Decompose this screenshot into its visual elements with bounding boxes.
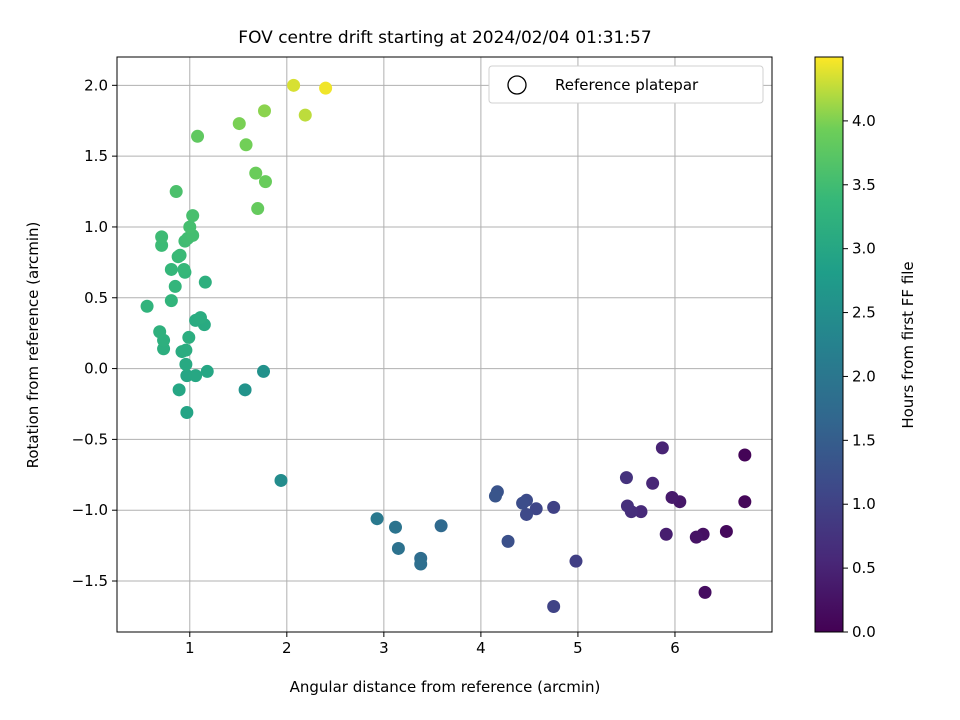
data-point bbox=[251, 202, 265, 216]
data-point bbox=[319, 81, 333, 95]
colorbar-label: Hours from first FF file bbox=[899, 261, 917, 428]
data-point bbox=[738, 495, 752, 509]
data-point bbox=[140, 299, 154, 313]
grid-lines bbox=[117, 57, 772, 632]
plot-frame bbox=[116, 56, 773, 633]
x-axis-ticks: 1 2 3 4 5 6 bbox=[185, 632, 680, 657]
data-point bbox=[370, 512, 384, 526]
data-point bbox=[689, 530, 703, 544]
colorbar-tick-label: 2.5 bbox=[852, 304, 876, 322]
data-point bbox=[183, 220, 197, 234]
data-point bbox=[665, 490, 679, 504]
data-point bbox=[391, 541, 405, 555]
colorbar-tick-label: 3.0 bbox=[852, 240, 876, 258]
y-tick-label: −1.5 bbox=[72, 572, 108, 590]
data-point bbox=[186, 209, 200, 223]
data-point bbox=[232, 117, 246, 131]
x-tick-label: 6 bbox=[670, 639, 680, 657]
data-point bbox=[547, 600, 561, 614]
data-point bbox=[501, 534, 515, 548]
data-point bbox=[414, 557, 428, 571]
chart-title: FOV centre drift starting at 2024/02/04 … bbox=[238, 28, 651, 48]
x-tick-label: 1 bbox=[185, 639, 195, 657]
data-point bbox=[287, 78, 301, 92]
data-point bbox=[173, 248, 187, 262]
data-point bbox=[177, 262, 191, 276]
colorbar-tick-label: 1.0 bbox=[852, 495, 876, 513]
data-points bbox=[140, 78, 752, 614]
data-point bbox=[180, 405, 194, 419]
colorbar-ticks: 0.0 0.5 1.0 1.5 2.0 2.5 3.0 3.5 4.0 bbox=[843, 112, 876, 641]
data-point bbox=[719, 524, 733, 538]
data-point bbox=[646, 476, 660, 490]
data-point bbox=[634, 505, 648, 519]
data-point bbox=[172, 383, 186, 397]
data-point bbox=[189, 369, 203, 383]
data-point bbox=[569, 554, 583, 568]
data-point bbox=[168, 279, 182, 293]
data-point bbox=[257, 104, 271, 118]
data-point bbox=[164, 294, 178, 308]
legend-label-reference: Reference platepar bbox=[555, 76, 699, 94]
colorbar-tick-label: 1.5 bbox=[852, 431, 876, 449]
y-axis-label: Rotation from reference (arcmin) bbox=[24, 222, 42, 469]
y-tick-label: 2.0 bbox=[84, 76, 108, 94]
colorbar-tick-label: 0.0 bbox=[852, 623, 876, 641]
colorbar bbox=[814, 56, 844, 633]
y-tick-label: 0.0 bbox=[84, 360, 108, 378]
colorbar-tick-label: 0.5 bbox=[852, 559, 876, 577]
colorbar-tick-label: 3.5 bbox=[852, 176, 876, 194]
x-tick-label: 2 bbox=[282, 639, 292, 657]
x-tick-label: 5 bbox=[573, 639, 583, 657]
x-tick-label: 3 bbox=[379, 639, 389, 657]
data-point bbox=[155, 230, 169, 244]
data-point bbox=[191, 129, 205, 143]
data-point bbox=[249, 166, 263, 180]
y-tick-label: −1.0 bbox=[72, 501, 108, 519]
legend-box bbox=[488, 65, 764, 104]
data-point bbox=[182, 330, 196, 344]
colorbar-tick-label: 2.0 bbox=[852, 367, 876, 385]
y-tick-label: 0.5 bbox=[84, 289, 108, 307]
data-point bbox=[179, 357, 193, 371]
data-point bbox=[547, 500, 561, 514]
data-point bbox=[655, 441, 669, 455]
data-point bbox=[198, 275, 212, 289]
data-point bbox=[434, 519, 448, 533]
colorbar-tick-label: 4.0 bbox=[852, 112, 876, 130]
x-axis-label: Angular distance from reference (arcmin) bbox=[290, 678, 601, 696]
data-point bbox=[298, 108, 312, 122]
data-point bbox=[659, 527, 673, 541]
data-point bbox=[164, 262, 178, 276]
data-point bbox=[153, 325, 167, 339]
data-point bbox=[238, 383, 252, 397]
data-point bbox=[258, 175, 272, 189]
legend: Reference platepar bbox=[488, 65, 764, 104]
data-point bbox=[619, 471, 633, 485]
data-point bbox=[620, 499, 634, 513]
data-point bbox=[179, 343, 193, 357]
y-tick-label: 1.0 bbox=[84, 218, 108, 236]
data-point bbox=[738, 448, 752, 462]
data-point bbox=[169, 185, 183, 199]
y-tick-label: −0.5 bbox=[72, 430, 108, 448]
legend-marker-reference bbox=[507, 75, 527, 95]
data-point bbox=[274, 473, 288, 487]
data-point bbox=[193, 311, 207, 325]
data-point bbox=[529, 502, 543, 516]
data-point bbox=[257, 364, 271, 378]
y-tick-label: 1.5 bbox=[84, 147, 108, 165]
y-axis-ticks: −1.5 −1.0 −0.5 0.0 0.5 1.0 1.5 2.0 bbox=[72, 76, 117, 590]
data-point bbox=[519, 507, 533, 521]
data-point bbox=[698, 585, 712, 599]
data-point bbox=[200, 364, 214, 378]
data-point bbox=[516, 496, 530, 510]
data-point bbox=[239, 138, 253, 152]
x-tick-label: 4 bbox=[476, 639, 486, 657]
data-point bbox=[488, 489, 502, 503]
data-point bbox=[388, 520, 402, 534]
